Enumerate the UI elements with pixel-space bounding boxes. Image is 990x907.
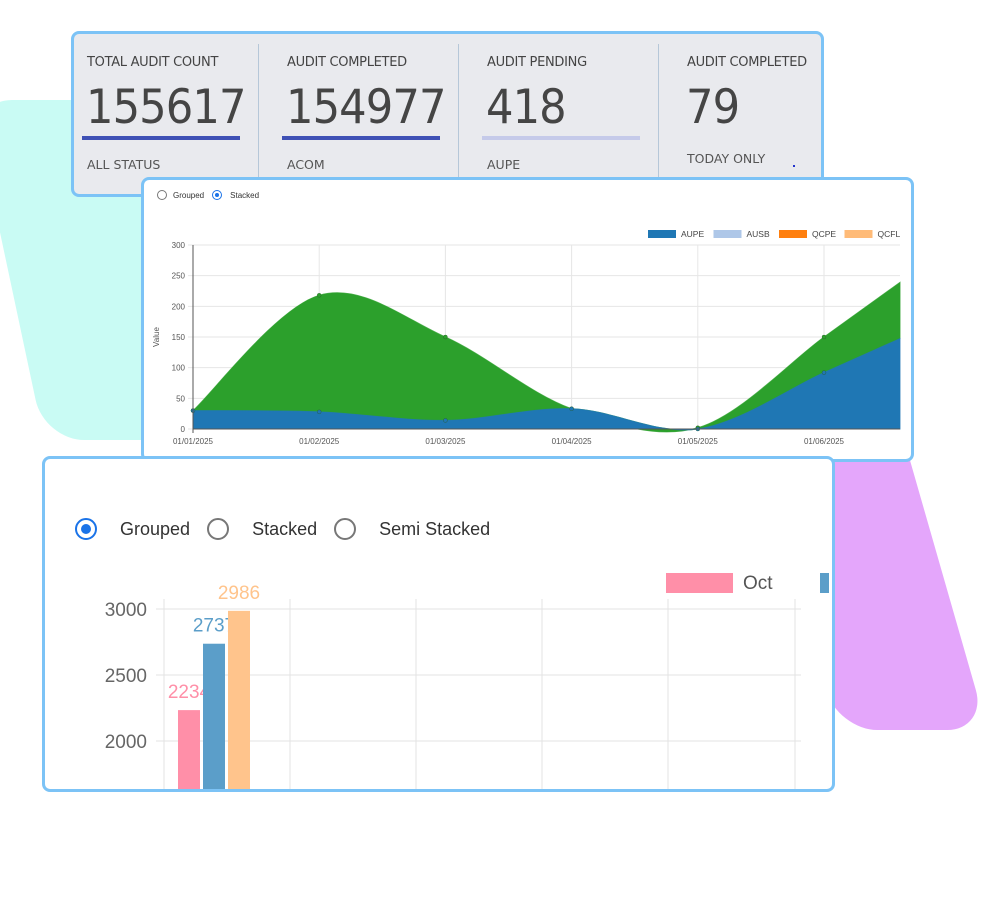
data-point	[316, 293, 322, 298]
data-point	[821, 334, 827, 340]
data-point	[443, 418, 448, 423]
radio-grouped-label: Grouped	[120, 518, 191, 539]
kpi-value: 155617	[86, 80, 246, 135]
kpi-progress-bar	[82, 136, 240, 140]
legend-swatch	[779, 230, 807, 238]
legend-label: QCFL	[878, 229, 901, 239]
x-tick-label: 01/06/2025	[804, 437, 845, 446]
x-tick-label: 01/01/2025	[173, 437, 214, 446]
legend-swatch	[666, 573, 733, 593]
kpi-value: 418	[486, 80, 567, 135]
kpi-title: AUDIT COMPLETED	[287, 55, 407, 70]
kpi-tile: AUDIT COMPLETED 79 TODAY ONLY	[674, 44, 821, 194]
legend-swatch	[820, 573, 829, 593]
bar	[203, 643, 225, 789]
y-tick-label: 0	[181, 425, 186, 434]
y-tick-label: 2500	[105, 666, 147, 687]
legend-swatch	[844, 230, 873, 238]
radio-stacked[interactable]	[207, 518, 230, 540]
y-tick-label: 150	[172, 333, 186, 342]
bar-chart: 2000 2500 3000 2234 2737 2986 Oct	[105, 573, 829, 789]
kpi-title: TOTAL AUDIT COUNT	[87, 55, 219, 70]
data-label: 2234	[168, 682, 211, 703]
y-tick-label: 300	[172, 241, 186, 250]
y-tick-label: 100	[172, 364, 186, 373]
legend-label: QCPE	[812, 229, 836, 239]
radio-grouped[interactable]	[75, 518, 97, 540]
legend-label: AUSB	[747, 229, 770, 239]
radio-stacked-label: Stacked	[230, 190, 260, 200]
data-point	[569, 406, 574, 411]
data-point	[821, 370, 827, 375]
kpi-title: AUDIT PENDING	[487, 55, 587, 70]
legend-swatch	[648, 230, 676, 238]
indicator-dot	[793, 165, 795, 167]
y-axis-label: Value	[152, 327, 161, 347]
x-tick-label: 01/04/2025	[552, 437, 593, 446]
kpi-tile: AUDIT COMPLETED 154977 ACOM	[274, 44, 474, 194]
x-tick-label: 01/05/2025	[678, 437, 719, 446]
kpi-progress-bar	[482, 136, 640, 140]
kpi-subtitle: TODAY ONLY	[687, 151, 766, 166]
y-tick-label: 250	[172, 272, 186, 281]
stacked-area-chart-card: Grouped Stacked 0 50 100 150 200 250 300 01/01/…	[141, 177, 914, 462]
x-tick-label: 01/02/2025	[299, 437, 340, 446]
legend-label: Oct	[743, 573, 773, 594]
kpi-title: AUDIT COMPLETED	[687, 55, 807, 70]
y-tick-label: 50	[176, 394, 185, 403]
data-point	[443, 334, 448, 340]
y-tick-label: 200	[172, 302, 186, 311]
area-chart: 0 50 100 150 200 250 300 01/01/2025 01/02/2025 01…	[152, 229, 901, 446]
radio-grouped[interactable]	[157, 190, 167, 200]
data-label: 2737	[193, 616, 235, 637]
data-point	[316, 409, 322, 415]
kpi-subtitle: ALL STATUS	[87, 157, 161, 172]
kpi-summary-card: TOTAL AUDIT COUNT 155617 ALL STATUS AUDIT…	[71, 31, 824, 197]
legend-label: AUPE	[681, 229, 704, 239]
radio-grouped-label: Grouped	[173, 190, 205, 200]
kpi-subtitle: ACOM	[287, 157, 325, 172]
kpi-value: 79	[686, 80, 740, 135]
kpi-progress-bar	[282, 136, 440, 140]
chart-mode-options: Grouped Stacked	[157, 190, 259, 200]
legend-swatch	[713, 230, 742, 238]
bar	[228, 610, 250, 789]
chart-mode-options: Grouped Stacked Semi Stacked	[75, 518, 490, 540]
radio-semi-stacked[interactable]	[334, 518, 357, 540]
radio-stacked[interactable]	[212, 190, 223, 200]
kpi-divider	[258, 44, 259, 184]
x-tick-label: 01/03/2025	[425, 437, 466, 446]
kpi-subtitle: AUPE	[487, 157, 521, 172]
y-tick-label: 2000	[105, 732, 147, 753]
radio-semi-stacked-label: Semi Stacked	[379, 518, 491, 539]
kpi-divider	[658, 44, 659, 184]
y-tick-label: 3000	[105, 600, 147, 621]
radio-stacked-label: Stacked	[252, 518, 318, 539]
kpi-tile: AUDIT PENDING 418 AUPE	[474, 44, 674, 194]
kpi-divider	[458, 44, 459, 184]
bar	[178, 710, 200, 789]
kpi-tile: TOTAL AUDIT COUNT 155617 ALL STATUS	[74, 44, 274, 194]
data-label: 2986	[218, 583, 260, 604]
kpi-value: 154977	[286, 80, 446, 135]
grouped-bar-chart-card: Grouped Stacked Semi Stacked 2000 2500 300…	[42, 456, 835, 792]
